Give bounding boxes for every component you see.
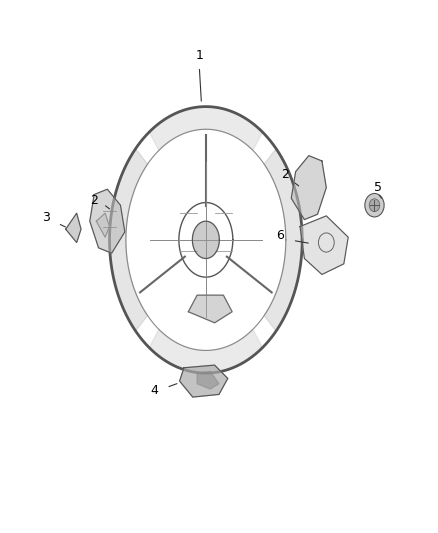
Polygon shape [66, 213, 81, 243]
Text: 3: 3 [42, 211, 50, 224]
Polygon shape [180, 365, 228, 397]
Text: 1: 1 [195, 50, 203, 62]
Polygon shape [291, 156, 326, 220]
Circle shape [365, 193, 384, 217]
Polygon shape [149, 107, 262, 150]
Circle shape [369, 199, 380, 212]
Polygon shape [96, 213, 110, 237]
Polygon shape [300, 216, 348, 274]
Polygon shape [197, 372, 219, 389]
Text: 5: 5 [374, 181, 381, 194]
Text: 2: 2 [281, 168, 289, 181]
Text: 2: 2 [90, 194, 98, 207]
Text: 4: 4 [150, 384, 158, 397]
Polygon shape [192, 221, 219, 259]
Polygon shape [149, 329, 262, 373]
Polygon shape [264, 149, 302, 331]
Text: 6: 6 [276, 229, 284, 242]
Polygon shape [90, 189, 125, 253]
Polygon shape [188, 295, 232, 323]
Polygon shape [110, 149, 148, 331]
